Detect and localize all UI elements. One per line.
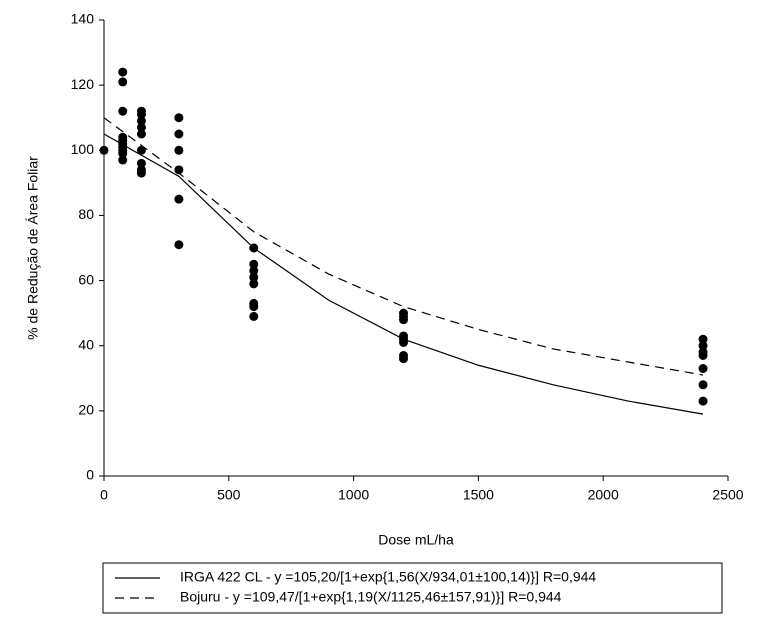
data-point <box>174 194 184 204</box>
y-tick-label: 120 <box>71 76 95 92</box>
x-tick-label: 0 <box>100 487 108 503</box>
data-point <box>174 113 184 123</box>
x-tick-label: 500 <box>217 487 241 503</box>
legend-label: Bojuru - y =109,47/[1+exp{1,19(X/1125,46… <box>180 589 562 605</box>
data-point <box>249 302 259 312</box>
data-point <box>136 129 146 139</box>
fit-curve <box>103 117 704 376</box>
data-point <box>698 396 708 406</box>
data-point <box>399 315 409 325</box>
data-point <box>174 240 184 250</box>
data-point <box>136 116 146 126</box>
x-tick-label: 2500 <box>712 487 743 503</box>
data-point <box>249 266 259 276</box>
data-point <box>249 279 259 289</box>
data-point <box>118 149 128 159</box>
x-tick-label: 1500 <box>463 487 494 503</box>
data-point <box>136 145 146 155</box>
x-tick-label: 2000 <box>588 487 619 503</box>
data-point <box>249 272 259 282</box>
y-tick-label: 40 <box>78 336 94 352</box>
y-tick-label: 100 <box>71 141 95 157</box>
y-tick-label: 80 <box>78 206 94 222</box>
y-tick-label: 140 <box>71 11 95 27</box>
y-tick-label: 60 <box>78 271 94 287</box>
x-axis-label: Dose mL/ha <box>378 532 454 548</box>
data-point <box>249 259 259 269</box>
y-tick-label: 0 <box>86 467 94 483</box>
data-point <box>118 77 128 87</box>
data-point <box>399 354 409 364</box>
data-point <box>136 158 146 168</box>
data-point <box>118 155 128 165</box>
data-point <box>174 145 184 155</box>
data-point <box>99 145 109 155</box>
data-point <box>174 129 184 139</box>
data-point <box>698 380 708 390</box>
x-tick-label: 1000 <box>338 487 369 503</box>
y-axis-label: % de Redução de Área Foliar <box>25 156 41 340</box>
data-point <box>136 106 146 116</box>
data-point <box>136 168 146 178</box>
data-point <box>698 350 708 360</box>
data-point <box>118 106 128 116</box>
data-point <box>698 334 708 344</box>
legend-label: IRGA 422 CL - y =105,20/[1+exp{1,56(X/93… <box>180 569 596 585</box>
fit-curve <box>103 133 704 415</box>
data-point <box>118 67 128 77</box>
data-point <box>249 311 259 321</box>
data-point <box>698 341 708 351</box>
data-point <box>698 364 708 374</box>
data-point <box>136 122 146 132</box>
legend-box <box>102 562 723 614</box>
y-tick-label: 20 <box>78 402 94 418</box>
